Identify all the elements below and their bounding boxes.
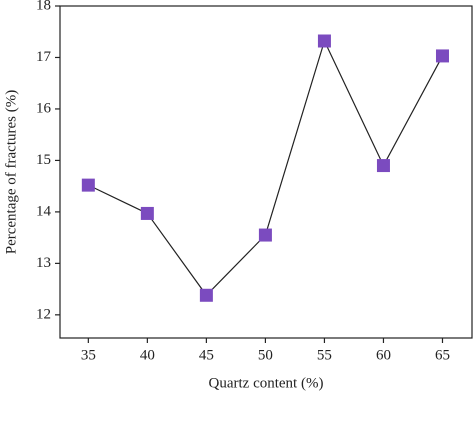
x-tick-label: 45 [199, 347, 214, 363]
marker [258, 228, 272, 242]
marker [317, 34, 331, 48]
x-tick-label: 55 [317, 347, 332, 363]
y-tick-label: 15 [36, 152, 51, 168]
marker [435, 49, 449, 63]
x-tick-label: 40 [140, 347, 155, 363]
y-axis-label: Percentage of fractures (%) [3, 90, 19, 255]
plot-frame [59, 5, 473, 339]
y-tick-label: 17 [36, 49, 52, 65]
y-tick-label: 16 [36, 100, 52, 116]
x-tick-label: 50 [258, 347, 273, 363]
marker [140, 206, 154, 220]
x-tick-label: 65 [435, 347, 450, 363]
marker [81, 178, 95, 192]
marker [376, 159, 390, 173]
x-axis-label: Quartz content (%) [209, 375, 324, 391]
y-tick-label: 18 [36, 0, 51, 13]
x-tick-label: 35 [81, 347, 96, 363]
y-tick-label: 14 [36, 203, 52, 219]
y-tick-label: 12 [36, 306, 51, 322]
x-tick-label: 60 [376, 347, 391, 363]
y-tick-label: 13 [36, 255, 51, 271]
marker [199, 288, 213, 302]
